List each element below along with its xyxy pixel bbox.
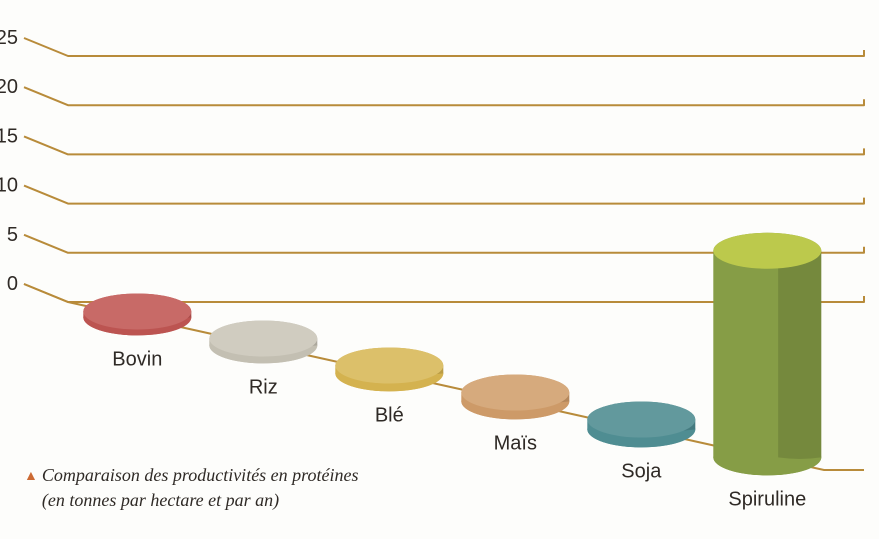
bar-bovin <box>83 293 191 335</box>
bar-maïs <box>461 375 569 420</box>
chart-canvas: 0 5 10 15 20 25 Bovin Riz Blé Maïs Soja Spiruline <box>0 0 879 539</box>
y-tick-label: 5 <box>7 224 18 246</box>
x-tick-label: Blé <box>375 404 404 426</box>
chart-caption: ▲ Comparaison des productivités en protéi… <box>24 463 359 513</box>
x-tick-label: Spiruline <box>728 488 806 510</box>
x-tick-label: Soja <box>621 460 662 482</box>
gridline <box>24 87 864 105</box>
x-tick-label: Bovin <box>112 348 162 370</box>
bar-blé <box>335 348 443 392</box>
gridline <box>24 186 864 204</box>
gridline <box>24 38 864 56</box>
y-tick-label: 0 <box>7 273 18 295</box>
caption-line2: (en tonnes par hectare et par an) <box>42 490 279 510</box>
bar-soja <box>587 402 695 448</box>
caption-line1: Comparaison des productivités en protéin… <box>42 465 359 485</box>
caption-triangle-icon: ▲ <box>24 469 38 484</box>
y-tick-label: 10 <box>0 175 18 197</box>
x-tick-label: Riz <box>249 376 278 398</box>
gridline <box>24 136 864 154</box>
x-tick-label: Maïs <box>494 432 537 454</box>
y-tick-label: 25 <box>0 27 18 49</box>
bar-riz <box>209 321 317 364</box>
protein-productivity-chart: 0 5 10 15 20 25 Bovin Riz Blé Maïs Soja Spiruline ▲… <box>0 0 879 539</box>
y-tick-label: 20 <box>0 76 18 98</box>
y-tick-label: 15 <box>0 125 18 147</box>
bar-spiruline <box>713 233 821 476</box>
